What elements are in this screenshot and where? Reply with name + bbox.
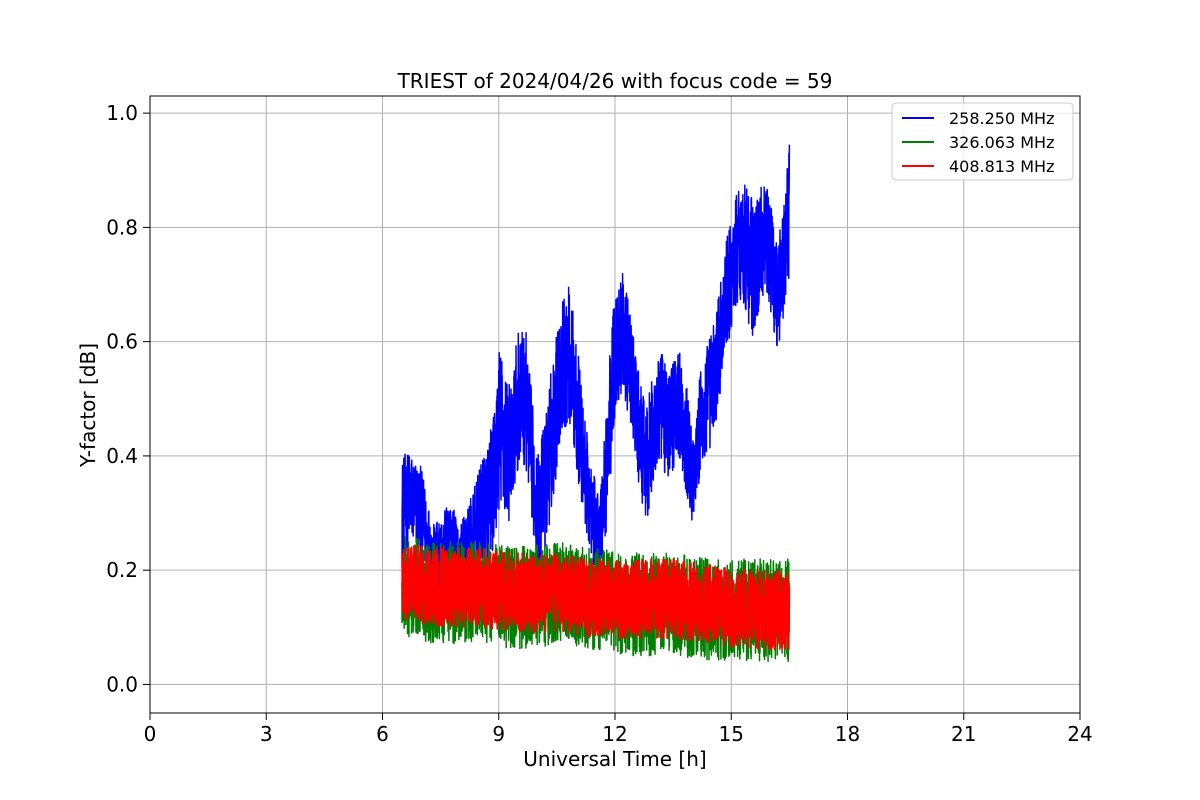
y-tick-label: 0.4: [106, 444, 138, 468]
x-tick-label: 3: [260, 722, 273, 746]
x-tick-label: 15: [719, 722, 744, 746]
x-tick-label: 6: [376, 722, 389, 746]
legend-label: 408.813 MHz: [949, 157, 1054, 176]
y-tick-label: 1.0: [106, 101, 138, 125]
x-axis-ticks: 0 3 6 9 12 15 18 21 24: [144, 713, 1093, 746]
y-tick-label: 0.2: [106, 558, 138, 582]
series-layer: [401, 144, 791, 663]
y-axis-label: Y-factor [dB]: [76, 343, 100, 468]
y-axis-ticks: 0.0 0.2 0.4 0.6 0.8 1.0: [106, 101, 150, 696]
x-tick-label: 21: [951, 722, 976, 746]
y-tick-label: 0.8: [106, 215, 138, 239]
chart-title: TRIEST of 2024/04/26 with focus code = 5…: [397, 69, 833, 93]
x-tick-label: 9: [492, 722, 505, 746]
series-line: [401, 144, 791, 599]
x-axis-label: Universal Time [h]: [523, 747, 706, 771]
x-tick-label: 12: [602, 722, 627, 746]
x-tick-label: 18: [835, 722, 860, 746]
x-tick-label: 24: [1067, 722, 1092, 746]
series-line: [401, 544, 791, 651]
legend-label: 258.250 MHz: [949, 109, 1054, 128]
legend-box: [891, 102, 1074, 181]
legend-label: 326.063 MHz: [949, 133, 1054, 152]
y-tick-label: 0.0: [106, 672, 138, 696]
x-tick-label: 0: [144, 722, 157, 746]
y-tick-label: 0.6: [106, 330, 138, 354]
legend: 258.250 MHz 326.063 MHz 408.813 MHz: [891, 102, 1074, 181]
